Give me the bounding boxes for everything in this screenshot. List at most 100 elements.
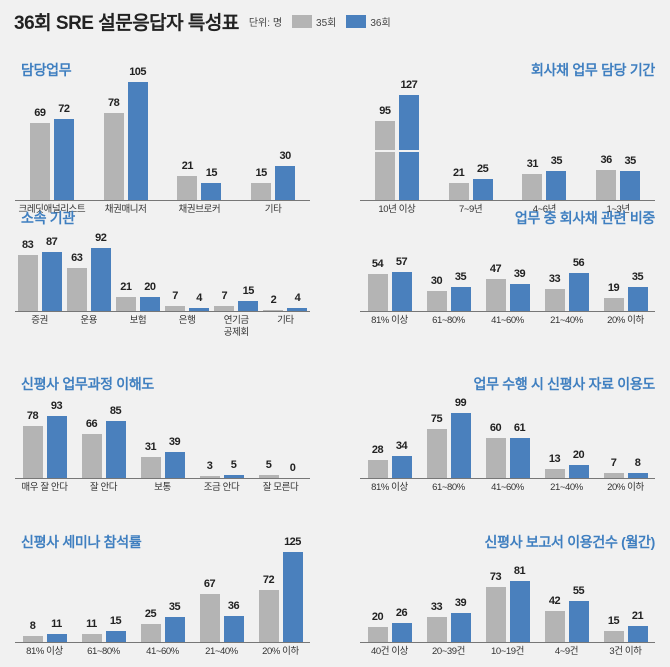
value-label: 25 xyxy=(144,608,157,620)
bar-35 xyxy=(251,183,272,200)
bar-36 xyxy=(568,600,589,642)
value-label: 85 xyxy=(109,405,122,418)
bar-36 xyxy=(223,616,244,642)
main-title: 36회 SRE 설문응답자 특성표 xyxy=(14,13,239,34)
value-label: 4 xyxy=(294,292,301,305)
panel-title: 담당업무 xyxy=(21,62,72,78)
bar-36 xyxy=(46,634,67,642)
category-label: 잘 모른다 xyxy=(262,482,299,493)
bar-36 xyxy=(41,251,62,311)
bar-35 xyxy=(22,425,43,478)
category-label: 20% 이하 xyxy=(262,646,299,657)
panel-title: 신평사 세미나 참석률 xyxy=(21,534,142,550)
bar-36 xyxy=(398,94,419,200)
value-label: 39 xyxy=(454,596,467,609)
value-label: 35 xyxy=(631,271,644,284)
legend-35: 35회 xyxy=(292,14,336,29)
bar-36 xyxy=(127,82,148,200)
value-label: 60 xyxy=(489,422,502,435)
value-label: 78 xyxy=(108,96,120,109)
category-label: 10년 이상 xyxy=(378,204,416,215)
category-label: 40건 이상 xyxy=(370,646,409,657)
value-label: 93 xyxy=(50,399,63,412)
value-label: 69 xyxy=(34,106,46,119)
bar-36 xyxy=(164,616,185,642)
baseline xyxy=(360,642,655,643)
category-label: 21~40% xyxy=(550,315,583,326)
panel-title: 업무 중 회사채 관련 비중 xyxy=(514,210,655,226)
bar-35 xyxy=(426,290,447,311)
value-label: 39 xyxy=(513,268,526,281)
value-label: 7 xyxy=(610,457,617,470)
value-label: 125 xyxy=(284,536,301,548)
value-label: 67 xyxy=(203,577,216,590)
value-label: 34 xyxy=(395,439,408,452)
bar-36 xyxy=(238,300,259,311)
bar-35 xyxy=(81,634,102,642)
category-label: 기타 xyxy=(264,204,282,215)
baseline xyxy=(360,200,655,201)
value-label: 81 xyxy=(513,565,526,578)
bar-35 xyxy=(258,474,279,478)
value-label: 75 xyxy=(430,412,443,425)
baseline xyxy=(15,642,310,643)
category-label: 41~60% xyxy=(491,482,524,493)
value-label: 35 xyxy=(624,154,637,167)
category-label: 41~60% xyxy=(146,646,179,657)
bar-36 xyxy=(391,272,412,311)
category-label: 20% 이하 xyxy=(607,482,644,493)
category-label: 1~3년 xyxy=(606,204,630,215)
category-label: 증권 xyxy=(31,315,48,326)
category-label: 조금 안다 xyxy=(203,482,240,493)
bar-36 xyxy=(90,248,111,311)
value-label: 11 xyxy=(86,618,97,631)
bar-36 xyxy=(189,308,210,311)
value-label: 4 xyxy=(196,292,202,305)
value-label: 33 xyxy=(430,601,443,614)
category-label: 61~80% xyxy=(432,482,465,493)
bar-36 xyxy=(627,287,648,311)
category-label: 보통 xyxy=(154,482,171,493)
value-label: 78 xyxy=(26,409,39,422)
category-label: 20~39건 xyxy=(431,646,466,657)
value-label: 21 xyxy=(453,166,465,179)
value-label: 5 xyxy=(230,458,237,471)
bar-35 xyxy=(140,624,161,642)
legend-36: 36회 xyxy=(346,14,391,29)
category-label: 20% 이하 xyxy=(607,315,644,326)
value-label: 47 xyxy=(489,263,502,276)
bar-35 xyxy=(603,298,624,311)
category-label: 운용 xyxy=(80,315,98,326)
baseline xyxy=(15,478,310,479)
value-label: 127 xyxy=(400,78,418,91)
bar-35 xyxy=(544,288,565,311)
bar-36 xyxy=(509,581,530,642)
value-label: 87 xyxy=(45,235,58,248)
value-label: 19 xyxy=(607,282,620,295)
baseline xyxy=(15,311,310,312)
category-label: 잘 안다 xyxy=(89,482,118,493)
panel-title: 신평사 업무과정 이해도 xyxy=(21,376,154,392)
value-label: 42 xyxy=(548,594,561,607)
value-label: 55 xyxy=(572,584,585,597)
legend-label-35: 35회 xyxy=(316,18,337,29)
bar-35 xyxy=(596,170,617,200)
bar-35 xyxy=(485,587,506,642)
bar-36 xyxy=(105,421,126,478)
panel-title: 신평사 보고서 이용건수 (월간) xyxy=(484,534,656,550)
value-label: 35 xyxy=(168,600,181,613)
category-label: 41~60% xyxy=(491,315,524,326)
bar-36 xyxy=(568,272,589,311)
value-label: 15 xyxy=(242,284,255,297)
value-label: 30 xyxy=(430,274,443,287)
baseline xyxy=(360,311,655,312)
unit-label: 단위: 명 xyxy=(248,18,283,29)
category-label: 21~40% xyxy=(205,646,238,657)
value-label: 31 xyxy=(144,441,157,454)
category-label: 채권브로커 xyxy=(178,204,221,215)
category-label: 7~9년 xyxy=(458,204,483,215)
value-label: 99 xyxy=(454,396,467,409)
category-label: 10~19건 xyxy=(490,646,525,657)
bar-36 xyxy=(627,626,648,642)
bar-35 xyxy=(603,630,624,642)
